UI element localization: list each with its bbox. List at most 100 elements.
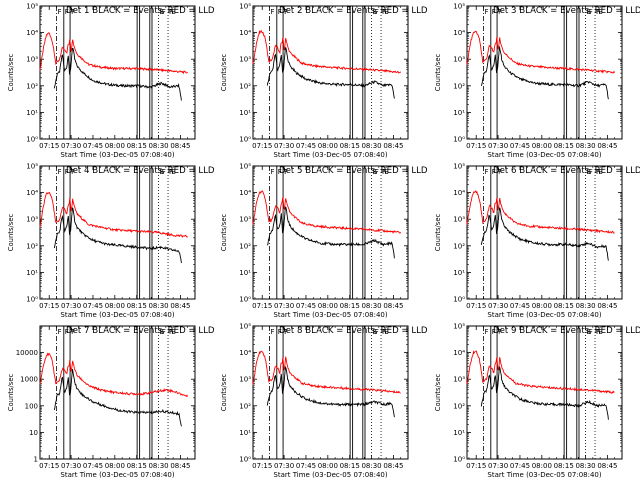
- x-tick-label: 07:30: [61, 302, 81, 310]
- flag-label: F: [589, 328, 593, 336]
- flag-label: E: [587, 168, 591, 176]
- y-tick-label: 10⁵: [26, 163, 38, 171]
- chart-panel-det7: 1 10 100 1000 10000 07:15 07:30 07:45 08:00 08:15…: [7, 325, 215, 479]
- flag-label: E: [160, 328, 164, 336]
- y-axis-label: Counts/sec: [7, 214, 15, 252]
- plot-frame: [39, 325, 196, 460]
- flag-label: E: [598, 168, 602, 176]
- flag-label: F: [58, 168, 62, 176]
- x-tick-label: 08:00: [105, 142, 125, 150]
- x-tick-label: 08:30: [148, 302, 168, 310]
- x-tick-label: 08:45: [383, 302, 403, 310]
- y-axis-label: Counts/sec: [434, 54, 442, 92]
- y-tick-label: 10²: [453, 402, 465, 410]
- y-tick-label: 10¹: [239, 269, 251, 277]
- y-axis-label: Counts/sec: [220, 54, 228, 92]
- y-tick-label: 1000: [20, 376, 38, 384]
- x-tick-label: 07:30: [61, 142, 81, 150]
- x-axis-label: Start Time (03-Dec-05 07:08:40): [273, 311, 387, 319]
- flag-label: F: [589, 8, 593, 16]
- y-tick-label: 10²: [239, 242, 251, 250]
- flag-label: F: [278, 328, 282, 336]
- y-tick-label: 100: [25, 402, 38, 410]
- plot-frame: [252, 165, 409, 300]
- y-tick-label: 10²: [239, 402, 251, 410]
- plot-frame: [252, 325, 409, 460]
- plot-frame: [39, 165, 196, 300]
- x-tick-label: 08:15: [340, 142, 360, 150]
- flag-label: F: [498, 8, 502, 16]
- x-tick-label: 07:15: [252, 142, 272, 150]
- y-tick-label: 10¹: [239, 429, 251, 437]
- x-axis-label: Start Time (03-Dec-05 07:08:40): [273, 151, 387, 159]
- y-tick-label: 10¹: [26, 109, 38, 117]
- flag-label: F: [375, 328, 379, 336]
- x-axis-label: Start Time (03-Dec-05 07:08:40): [273, 471, 387, 479]
- x-axis-label: Start Time (03-Dec-05 07:08:40): [487, 471, 601, 479]
- series-events-line: [480, 366, 609, 420]
- x-tick-label: 08:45: [597, 302, 617, 310]
- flag-label: F: [375, 168, 379, 176]
- x-tick-label: 07:45: [296, 462, 316, 470]
- flag-label: F: [162, 168, 166, 176]
- x-tick-label: 08:45: [170, 142, 190, 150]
- x-tick-label: 08:00: [105, 462, 125, 470]
- y-axis-label: Counts/sec: [434, 374, 442, 412]
- y-tick-label: 10⁰: [239, 456, 251, 464]
- x-axis-label: Start Time (03-Dec-05 07:08:40): [60, 151, 174, 159]
- y-tick-label: 10⁰: [453, 136, 465, 144]
- x-tick-label: 07:45: [510, 142, 530, 150]
- y-tick-label: 10²: [453, 242, 465, 250]
- flag-label: F: [492, 8, 496, 16]
- y-tick-label: 10¹: [453, 269, 465, 277]
- series-events-line: [53, 47, 182, 101]
- flag-label: F: [65, 168, 69, 176]
- y-tick-label: 10⁰: [453, 456, 465, 464]
- flag-label: E: [171, 8, 175, 16]
- y-tick-label: 10000: [16, 349, 38, 357]
- x-tick-label: 07:30: [488, 142, 508, 150]
- flag-label: F: [71, 168, 75, 176]
- series-lld-line: [39, 191, 188, 238]
- x-tick-label: 07:45: [83, 462, 103, 470]
- y-tick-label: 10⁵: [239, 323, 251, 331]
- flag-label: E: [598, 328, 602, 336]
- plot-frame: [39, 5, 196, 140]
- y-tick-label: 10⁵: [26, 3, 38, 11]
- x-tick-label: 07:15: [39, 142, 59, 150]
- x-tick-label: 08:45: [170, 462, 190, 470]
- y-tick-label: 10⁴: [26, 29, 38, 37]
- flag-label: F: [596, 168, 600, 176]
- series-lld-line: [39, 352, 189, 398]
- x-tick-label: 07:15: [39, 462, 59, 470]
- x-tick-label: 07:45: [510, 462, 530, 470]
- y-axis-label: Counts/sec: [220, 214, 228, 252]
- flag-label: F: [382, 328, 386, 336]
- plot-frame: [466, 325, 623, 460]
- x-tick-label: 07:30: [274, 142, 294, 150]
- x-tick-label: 07:30: [61, 462, 81, 470]
- flag-label: F: [375, 8, 379, 16]
- x-tick-label: 07:30: [274, 302, 294, 310]
- flag-label: F: [278, 168, 282, 176]
- y-tick-label: 10⁴: [239, 189, 251, 197]
- x-tick-label: 08:30: [575, 142, 595, 150]
- y-tick-label: 10¹: [239, 109, 251, 117]
- series-events-line: [266, 206, 395, 259]
- y-tick-label: 10⁴: [453, 189, 465, 197]
- series-events-line: [266, 365, 395, 418]
- y-tick-label: 10³: [239, 216, 251, 224]
- plot-frame: [466, 165, 623, 300]
- x-tick-label: 08:30: [148, 462, 168, 470]
- flag-label: F: [169, 168, 173, 176]
- flag-label: F: [271, 328, 275, 336]
- y-tick-label: 10⁵: [239, 3, 251, 11]
- x-tick-label: 08:15: [127, 302, 147, 310]
- flag-label: F: [492, 328, 496, 336]
- flag-label: E: [171, 168, 175, 176]
- flag-label: E: [373, 8, 377, 16]
- y-tick-label: 10⁵: [239, 163, 251, 171]
